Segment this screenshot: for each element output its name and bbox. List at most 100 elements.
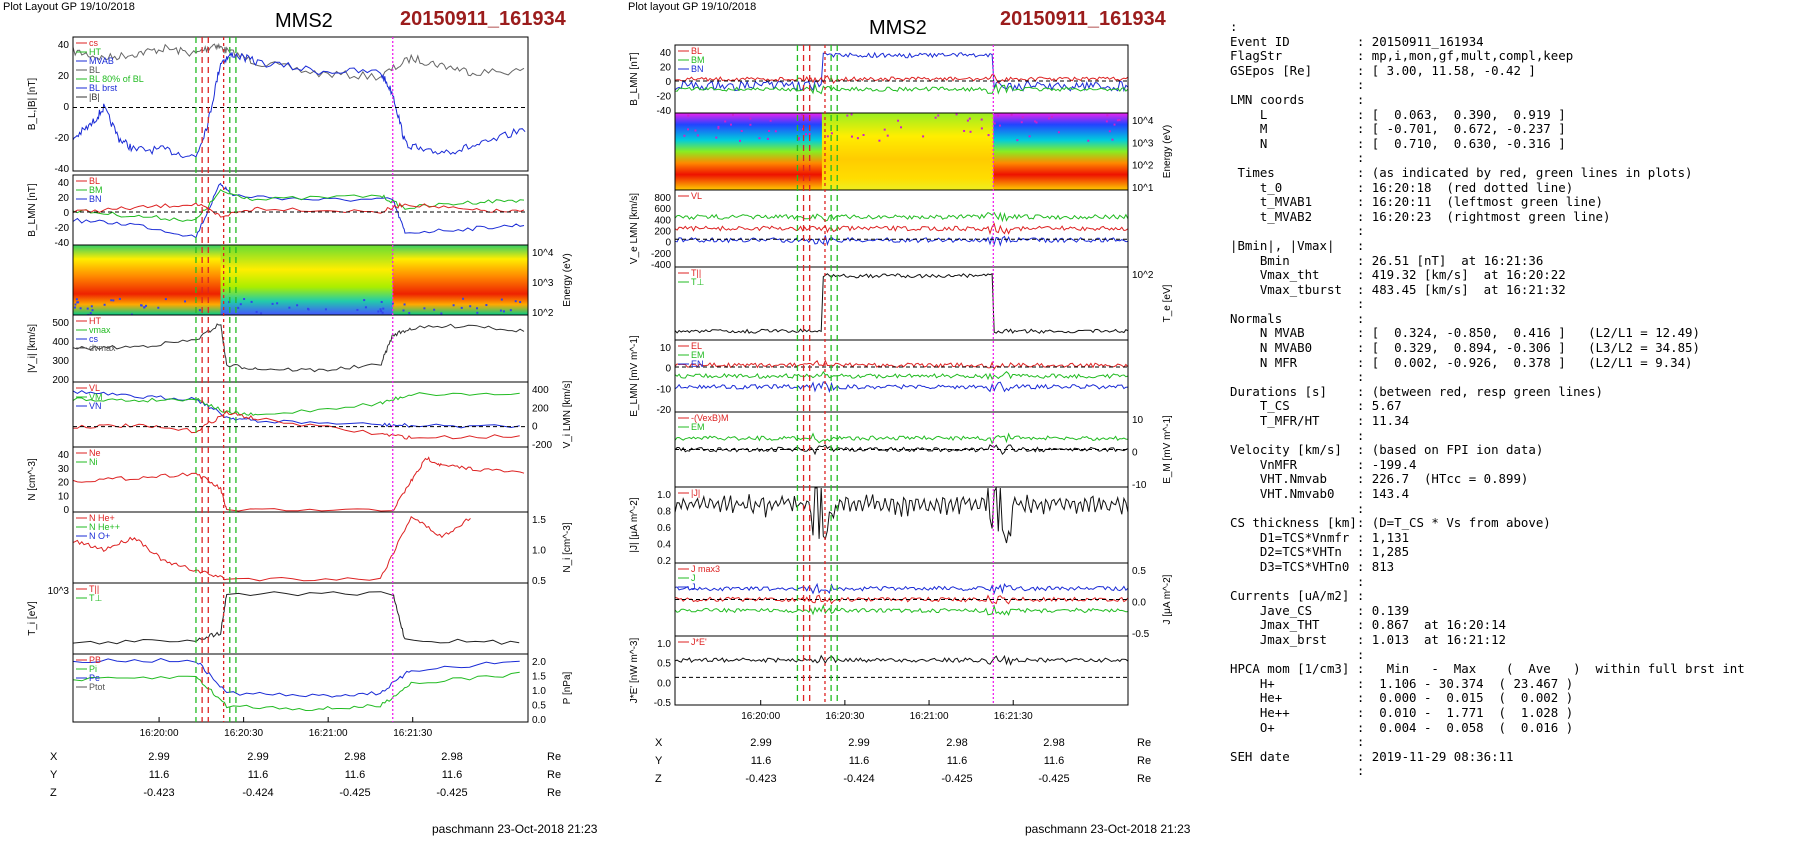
legend-entry: BN [691,64,704,74]
y-axis-label: J [μA m^-2] [1162,574,1173,624]
legend-entry: EM [691,350,705,360]
legend-entry: HT [89,47,101,57]
time-tick-label: 16:21:30 [393,728,432,739]
info-line: He+ : 0.000 - 0.015 ( 0.002 ) [1230,690,1574,706]
spectrogram-speckle [1048,117,1051,120]
trace-BLMN [674,51,1129,93]
spectrogram-speckle [89,312,92,315]
y-tick-label: 0 [532,422,538,433]
y-tick-label: -20 [657,405,672,416]
spectrogram-speckle [797,138,800,141]
info-line: : [1230,734,1365,750]
time-tick-label: 16:20:30 [224,728,263,739]
spectrogram-speckle [184,300,187,303]
trace-E [674,370,1129,381]
info-line: T_CS : 5.67 [1230,398,1402,414]
spectrogram-speckle [717,127,720,130]
spectrogram-speckle [140,304,143,307]
spectrogram-speckle [1021,116,1024,119]
info-line: N MFR : [ 0.002, -0.926, 0.378 ] (L2/L1 … [1230,354,1693,370]
trace-JE [674,654,1129,666]
y-tick-label: 10^3 [1132,138,1154,149]
trace-VeLMN [674,222,1129,236]
spectrogram-speckle [440,312,443,315]
spectrogram-speckle [769,119,772,122]
y-axis-label: T_i [eV] [27,601,38,636]
y-tick-label: 10 [660,343,672,354]
spectrogram-speckle [382,307,385,310]
info-line: Jave_CS : 0.139 [1230,602,1410,618]
legend-entry: EM [691,422,705,432]
panel-Te: 10^2 T_e [eV] T||T⊥ [674,266,1173,341]
info-line: Vmax_tht : 419.32 [km/s] at 16:20:22 [1230,267,1566,283]
spectrogram-speckle [798,137,801,140]
y-tick-label: 20 [58,71,70,82]
spectrogram-speckle [1108,130,1111,133]
y-tick-label: 10 [1132,415,1144,426]
spectrogram-speckle [969,130,972,133]
info-line: LMN coords : [1230,91,1365,107]
y-tick-label: 10^4 [532,248,554,259]
spectrogram-speckle [364,306,367,309]
spectrogram-speckle [717,125,720,128]
spectrogram-speckle [980,118,983,121]
info-line: VHT.Nmvab : 226.7 (HTcc = 0.899) [1230,471,1529,487]
time-tick-label: 16:20:00 [140,728,179,739]
ephemeris-value: 2.98 [441,751,463,763]
spectrogram-speckle [228,301,231,304]
ephemeris-value: -0.424 [843,773,875,785]
ephemeris-value: 2.99 [848,737,870,749]
spectrogram-speckle [805,133,808,136]
spectrogram-speckle [237,306,240,309]
y-tick-label: 0.5 [532,701,546,712]
spectrogram-speckle [886,134,889,137]
y-tick-label: 10^2 [532,308,554,319]
spectrogram-speckle [145,304,148,307]
time-tick-label: 16:21:00 [910,711,949,722]
spectrogram-speckle [749,123,752,126]
y-tick-label: 0.5 [532,576,546,587]
spectrogram-speckle [740,129,743,132]
y-tick-label: 400 [532,385,549,396]
legend-entry: J [691,582,696,592]
y-tick-label: 40 [58,178,70,189]
ephemeris-value: 2.98 [344,751,366,763]
legend-entry: VL [89,383,100,393]
ephemeris-value: 2.98 [1043,737,1065,749]
info-line: : [1230,573,1365,589]
left-footer: paschmann 23-Oct-2018 21:23 [432,822,598,836]
info-line: M : [ -0.701, 0.672, -0.237 ] [1230,121,1566,137]
info-line: L : [ 0.063, 0.390, 0.919 ] [1230,106,1566,122]
info-line: Velocity [km/s] : (based on FPI ion data… [1230,442,1544,458]
ephemeris-value: 11.6 [344,769,366,781]
info-line: |Bmin|, |Vmax| : [1230,237,1365,253]
trace-J [674,594,1129,605]
info-line: N : [ 0.710, 0.630, -0.316 ] [1230,135,1566,151]
ephemeris-value: -0.425 [941,773,973,785]
spectrogram-speckle [469,305,472,308]
spectrogram-speckle [955,113,958,116]
legend-entry: N O+ [89,531,110,541]
y-axis-label: |J| [μA m^-2] [629,497,640,552]
spectrogram-speckle [452,304,455,307]
spectrogram-speckle [260,312,263,315]
spectrogram-speckle [296,304,299,307]
legend-entry: T|| [89,584,99,594]
y-tick-label: 0.2 [657,556,671,567]
legend-entry: BL 80% of BL [89,74,144,84]
y-tick-label: 10^3 [532,278,554,289]
ephemeris-unit: Re [547,751,562,763]
y-tick-label: 20 [58,193,70,204]
y-tick-label: -40 [55,238,70,249]
series-BM [72,188,525,222]
spectrogram-speckle [380,301,383,304]
y-axis-label: V_i LMN [km/s] [562,380,573,448]
spectrogram-speckle [1020,121,1023,124]
spectrogram-speckle [850,113,853,116]
info-line: : [1230,296,1365,312]
